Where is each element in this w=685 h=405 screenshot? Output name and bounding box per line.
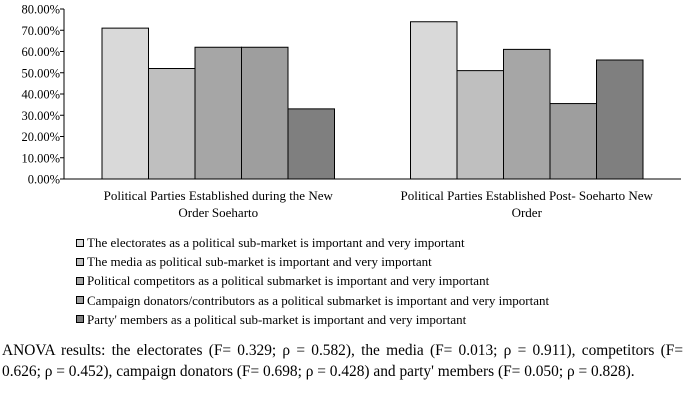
bar-5-category-2 xyxy=(596,59,644,180)
y-tick-label: 60.00% xyxy=(21,45,60,59)
x-category-label: Political Parties Established during the… xyxy=(104,188,334,203)
chart-legend: The electorates as a political sub-marke… xyxy=(76,233,676,329)
legend-label: Campaign donators/contributors as a poli… xyxy=(87,292,550,308)
legend-swatch xyxy=(76,315,84,324)
y-tick-label: 50.00% xyxy=(21,66,60,80)
legend-item: The media as political sub-market is imp… xyxy=(76,252,676,271)
bar-4-category-1 xyxy=(241,46,289,180)
y-tick-label: 70.00% xyxy=(21,24,60,38)
x-category-label: Political Parties Established Post- Soeh… xyxy=(401,188,654,203)
bar-2-category-2 xyxy=(456,70,504,180)
y-tick-label: 10.00% xyxy=(21,151,60,165)
y-tick-label: 0.00% xyxy=(28,173,60,187)
legend-label: The electorates as a political sub-marke… xyxy=(87,235,465,251)
bar-chart: 0.00% 10.00% 20.00% 30.00% 40.00% 50.00% 60.00… xyxy=(21,3,681,220)
bar-5-category-1 xyxy=(287,108,335,180)
bar-4-category-2 xyxy=(549,103,597,180)
x-category-label: Order xyxy=(512,205,543,220)
y-tick-label: 40.00% xyxy=(21,88,60,102)
y-tick-label: 30.00% xyxy=(21,109,60,123)
legend-label: The media as political sub-market is imp… xyxy=(87,254,432,270)
y-tick-label: 80.00% xyxy=(21,3,60,17)
bar-1-category-2 xyxy=(410,21,458,180)
chart-canvas: 0.00% 10.00% 20.00% 30.00% 40.00% 50.00% 60.00… xyxy=(21,3,681,220)
x-category-label: Order Soeharto xyxy=(178,205,258,220)
legend-swatch xyxy=(76,296,84,305)
y-tick-label: 20.00% xyxy=(21,130,60,144)
legend-label: Political competitors as a political sub… xyxy=(87,273,490,289)
legend-swatch xyxy=(76,238,84,247)
legend-swatch xyxy=(76,257,84,266)
legend-item: Campaign donators/contributors as a poli… xyxy=(76,291,676,310)
legend-item: The electorates as a political sub-marke… xyxy=(76,233,676,252)
bar-1-category-1 xyxy=(101,27,149,180)
legend-item: Political competitors as a political sub… xyxy=(76,271,676,290)
bar-3-category-2 xyxy=(503,48,551,180)
anova-results-text: ANOVA results: the electorates (F= 0.329… xyxy=(2,342,683,380)
bar-3-category-1 xyxy=(194,46,242,180)
bar-2-category-1 xyxy=(148,68,196,180)
legend-swatch xyxy=(76,276,84,285)
legend-label: Party' members as a political sub-market… xyxy=(87,311,467,327)
legend-item: Party' members as a political sub-market… xyxy=(76,310,676,329)
